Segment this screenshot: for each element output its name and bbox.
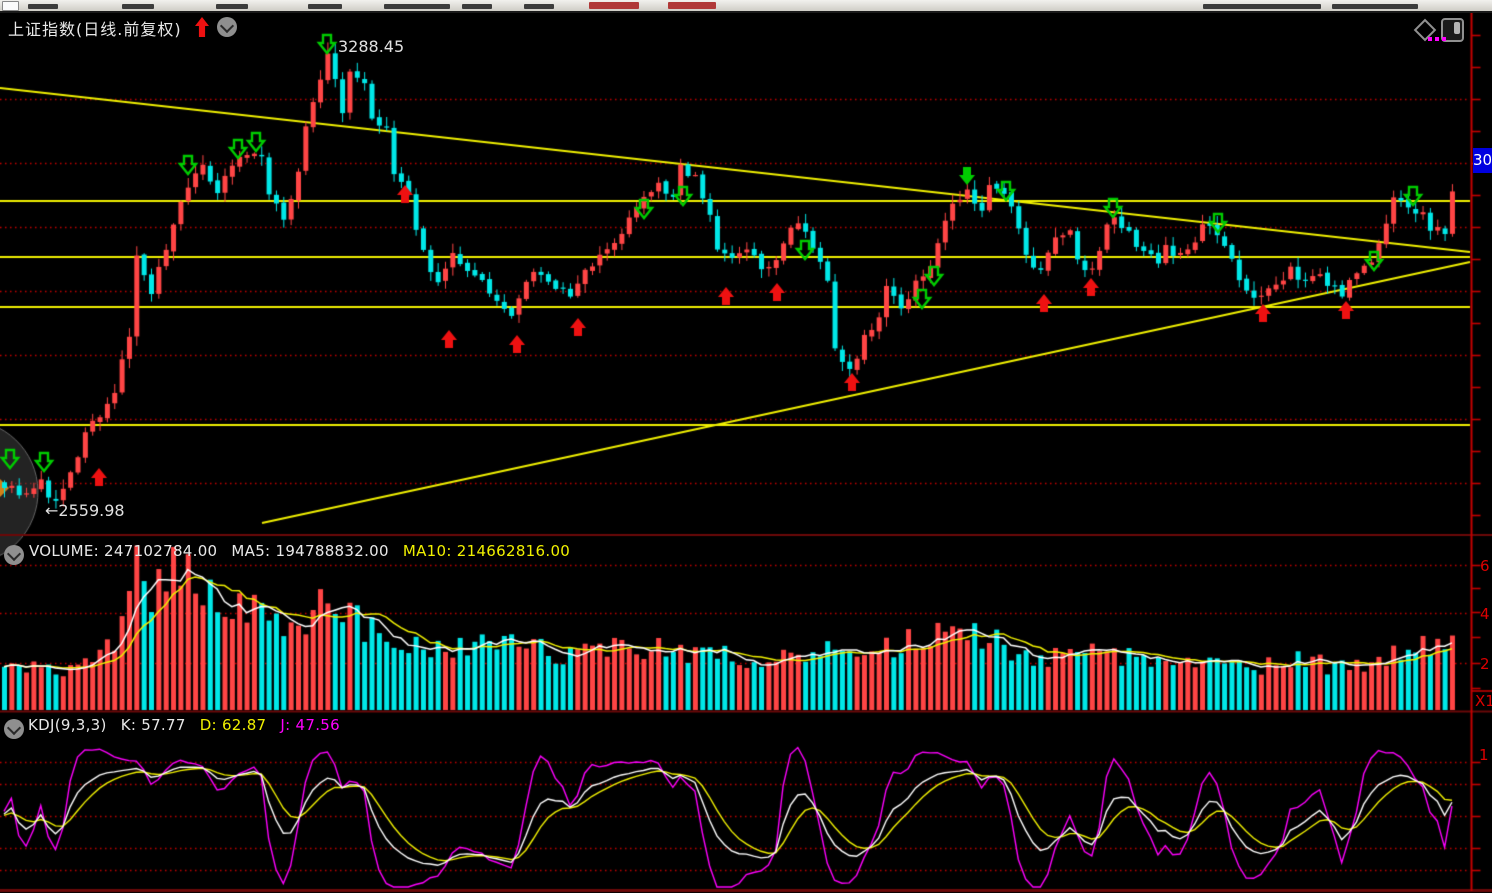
kdj-title: KDJ(9,3,3) [28, 716, 107, 734]
kdj-axis-label: 1 [1479, 746, 1489, 764]
kdj-header: KDJ(9,3,3) K: 57.77 D: 62.87 J: 47.56 [28, 716, 340, 734]
switch-panel-icon[interactable] [1441, 18, 1464, 42]
menu-item-remnant[interactable] [1203, 4, 1321, 9]
low-price-label: ←2559.98 [45, 501, 125, 520]
volume-ma10: MA10: 214662816.00 [402, 542, 571, 560]
menu-item-remnant[interactable] [384, 4, 450, 9]
volume-header: VOLUME: 247102784.00 MA5: 194788832.00 M… [29, 542, 570, 560]
app-logo-icon [2, 1, 19, 11]
menu-item-remnant[interactable] [524, 4, 554, 9]
peak-price-label: 3288.45 [338, 37, 405, 56]
menu-item-remnant[interactable] [216, 4, 248, 9]
menu-item-remnant[interactable] [122, 4, 154, 9]
volume-unit-label: X1 [1475, 692, 1492, 710]
volume-axis-label: 6 [1480, 557, 1490, 575]
volume-axis-label: 4 [1480, 605, 1490, 623]
volume-ma5: MA5: 194788832.00 [231, 542, 389, 560]
collapse-kdj-pane-icon[interactable] [4, 719, 24, 739]
kdj-d-value: D: 62.87 [199, 716, 267, 734]
more-options-dots-icon[interactable] [1428, 37, 1446, 41]
chart-title: 上证指数(日线.前复权) [8, 20, 182, 39]
menu-item-remnant[interactable] [462, 4, 492, 9]
menu-item-remnant[interactable] [308, 4, 342, 9]
kdj-k-value: K: 57.77 [120, 716, 186, 734]
menu-item-sell-remnant[interactable] [668, 2, 716, 9]
volume-axis-label: 2 [1480, 655, 1490, 673]
kdj-j-value: J: 47.56 [280, 716, 340, 734]
menu-item-remnant[interactable] [1332, 4, 1418, 9]
collapse-main-chart-icon[interactable] [217, 17, 237, 37]
menu-item-buy-remnant[interactable] [589, 2, 639, 9]
menu-item-remnant[interactable] [28, 4, 58, 9]
volume-label: VOLUME: 247102784.00 [29, 542, 218, 560]
collapse-volume-pane-icon[interactable] [4, 545, 24, 565]
menu-bar[interactable] [0, 0, 1492, 13]
current-price-marker: 30 [1473, 148, 1492, 173]
